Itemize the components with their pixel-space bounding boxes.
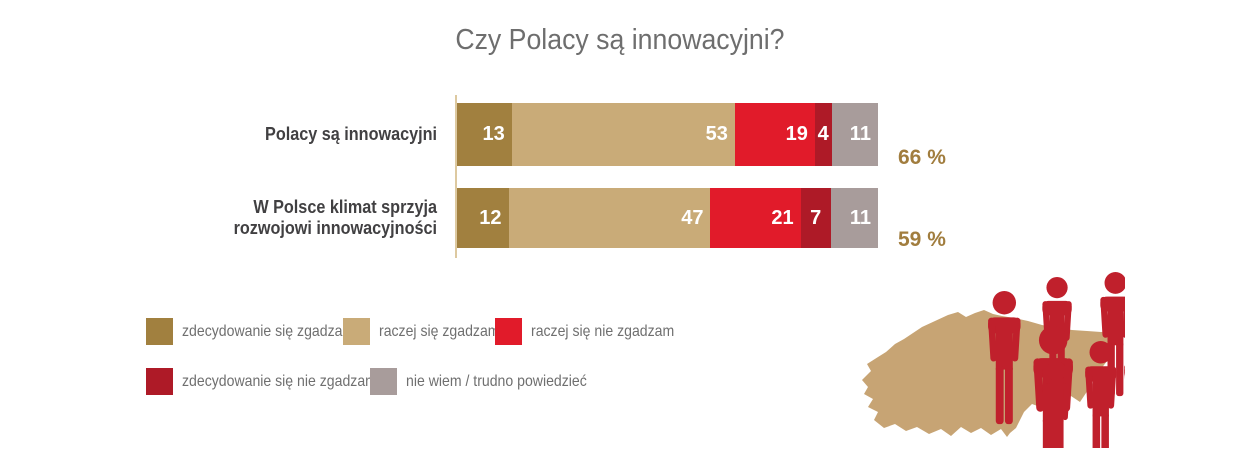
bar-segment: 21 xyxy=(710,188,801,248)
bar-segment: 7 xyxy=(800,188,831,248)
legend-swatch xyxy=(146,368,173,395)
legend-swatch xyxy=(146,318,173,345)
legend-item: zdecydowanie się zgadzam xyxy=(146,318,378,345)
legend-item: raczej się zgadzam xyxy=(343,318,516,345)
bar-row: Polacy są innowacyjni 13 53 19 4 11 66 % xyxy=(0,103,1240,169)
bar-segment: 11 xyxy=(831,103,878,166)
bar-segment: 19 xyxy=(734,103,815,166)
legend-label: zdecydowanie się zgadzam xyxy=(182,322,355,340)
poland-map-graphic xyxy=(862,268,1125,448)
legend-label: nie wiem / trudno powiedzieć xyxy=(406,372,587,390)
category-label: W Polsce klimat sprzyja rozwojowi innowa… xyxy=(233,197,437,238)
category-label: Polacy są innowacyjni xyxy=(265,124,437,144)
bar-segment: 53 xyxy=(511,103,735,166)
legend-item: raczej się nie zgadzam xyxy=(495,318,694,345)
page-title-text: Czy Polacy są innowacyjni? xyxy=(455,24,785,56)
bar-row: W Polsce klimat sprzyja rozwojowi innowa… xyxy=(0,188,1240,251)
bar-segment: 11 xyxy=(830,188,878,248)
total-label: 66 % xyxy=(898,146,946,169)
legend-label: zdecydowanie się nie zgadzam xyxy=(182,372,377,390)
stacked-bar: 13 53 19 4 11 xyxy=(457,103,878,166)
person-icon xyxy=(1124,339,1125,448)
legend-item: nie wiem / trudno powiedzieć xyxy=(370,368,611,395)
legend-label: raczej się zgadzam xyxy=(379,322,500,340)
stacked-bar: 12 47 21 7 11 xyxy=(457,188,878,248)
legend-swatch xyxy=(343,318,370,345)
bar-segment: 13 xyxy=(457,103,512,166)
page-title: Czy Polacy są innowacyjni? xyxy=(0,24,1240,57)
bar-segment: 12 xyxy=(457,188,509,248)
legend-item: zdecydowanie się nie zgadzam xyxy=(146,368,403,395)
legend-swatch xyxy=(495,318,522,345)
bar-segment: 4 xyxy=(814,103,832,166)
legend-swatch xyxy=(370,368,397,395)
bar-segment: 47 xyxy=(508,188,711,248)
legend-label: raczej się nie zgadzam xyxy=(531,322,675,340)
axis-line xyxy=(455,95,457,258)
total-label: 59 % xyxy=(898,228,946,251)
